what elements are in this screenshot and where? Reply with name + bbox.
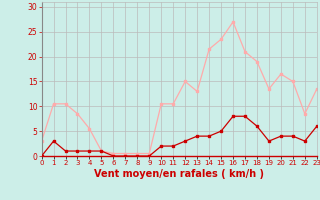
X-axis label: Vent moyen/en rafales ( km/h ): Vent moyen/en rafales ( km/h ) (94, 169, 264, 179)
